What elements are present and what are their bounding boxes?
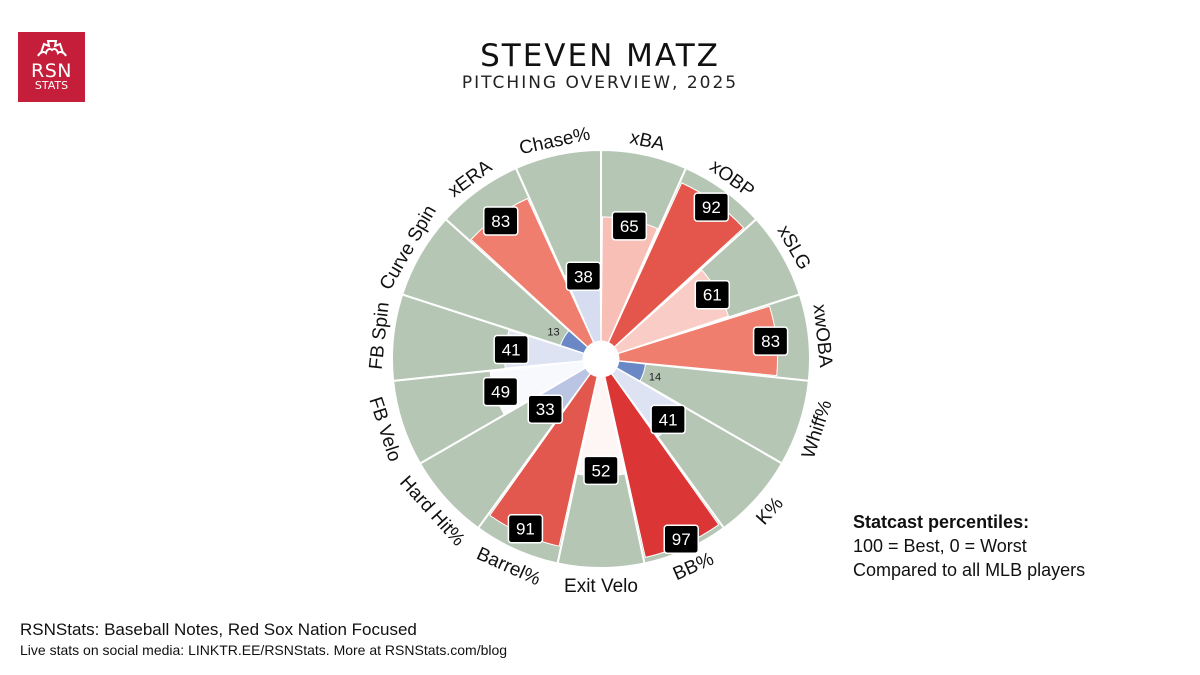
category-label-exit-velo: Exit Velo [564, 576, 638, 597]
chart-center-hole [583, 341, 619, 377]
page-title: STEVEN MATZ [480, 38, 720, 74]
value-label-box-xera [483, 206, 519, 236]
value-label-bb: 97 [672, 530, 691, 549]
value-label-whiff: 14 [649, 372, 661, 384]
footer-tagline: RSNStats: Baseball Notes, Red Sox Nation… [20, 620, 417, 639]
value-label-box-chase [565, 261, 602, 292]
value-label-box-xobp [693, 192, 730, 222]
logo-text-rsn: RSN [31, 60, 72, 82]
value-label-box-bb [663, 524, 699, 554]
footer-links: Live stats on social media: LINKTR.EE/RS… [20, 642, 508, 658]
legend: Statcast percentiles: 100 = Best, 0 = Wo… [853, 510, 1085, 582]
value-label-xera: 83 [491, 212, 510, 231]
value-label-fb-velo: 49 [491, 383, 510, 402]
legend-line-scale: 100 = Best, 0 = Worst [853, 536, 1027, 556]
value-label-xwoba: 83 [761, 332, 780, 351]
value-label-curve-spin: 13 [547, 327, 559, 339]
rsn-stats-logo: RSN STATS [18, 32, 85, 102]
value-label-box-fb-spin [493, 334, 529, 365]
legend-line-comparison: Compared to all MLB players [853, 560, 1086, 580]
value-label-exit-velo: 52 [592, 461, 611, 480]
category-label-xba: xBA [628, 127, 667, 155]
value-label-box-fb-velo [482, 376, 519, 407]
value-label-box-xwoba [752, 326, 789, 356]
value-label-box-exit-velo [583, 455, 619, 486]
legend-title: Statcast percentiles: [853, 512, 1030, 532]
value-label-box-xslg [694, 279, 731, 310]
value-label-box-barrel [507, 513, 544, 544]
value-label-box-k [650, 404, 686, 435]
category-label-fb-spin: FB Spin [366, 301, 394, 370]
value-label-fb-spin: 41 [502, 341, 521, 360]
value-label-box-hard-hit [527, 394, 563, 424]
value-label-box-xba [611, 211, 648, 241]
value-label-xba: 65 [620, 217, 639, 236]
value-label-xobp: 92 [702, 198, 721, 217]
value-label-xslg: 61 [703, 286, 722, 305]
red-sox-logo-icon [36, 40, 67, 57]
value-label-hard-hit: 33 [536, 400, 555, 419]
value-label-k: 41 [659, 410, 678, 429]
value-label-barrel: 91 [516, 520, 535, 539]
category-label-xwoba: xwOBA [809, 303, 837, 369]
logo-text-stats: STATS [34, 79, 69, 92]
value-label-chase: 38 [574, 267, 593, 286]
page-subtitle: PITCHING OVERVIEW, 2025 [461, 73, 739, 93]
